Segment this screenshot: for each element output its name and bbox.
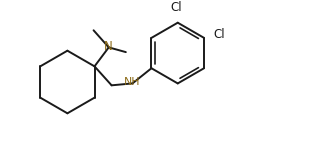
Text: Cl: Cl [170, 1, 182, 14]
Text: N: N [104, 40, 112, 53]
Text: NH: NH [124, 78, 141, 88]
Text: Cl: Cl [213, 28, 225, 41]
